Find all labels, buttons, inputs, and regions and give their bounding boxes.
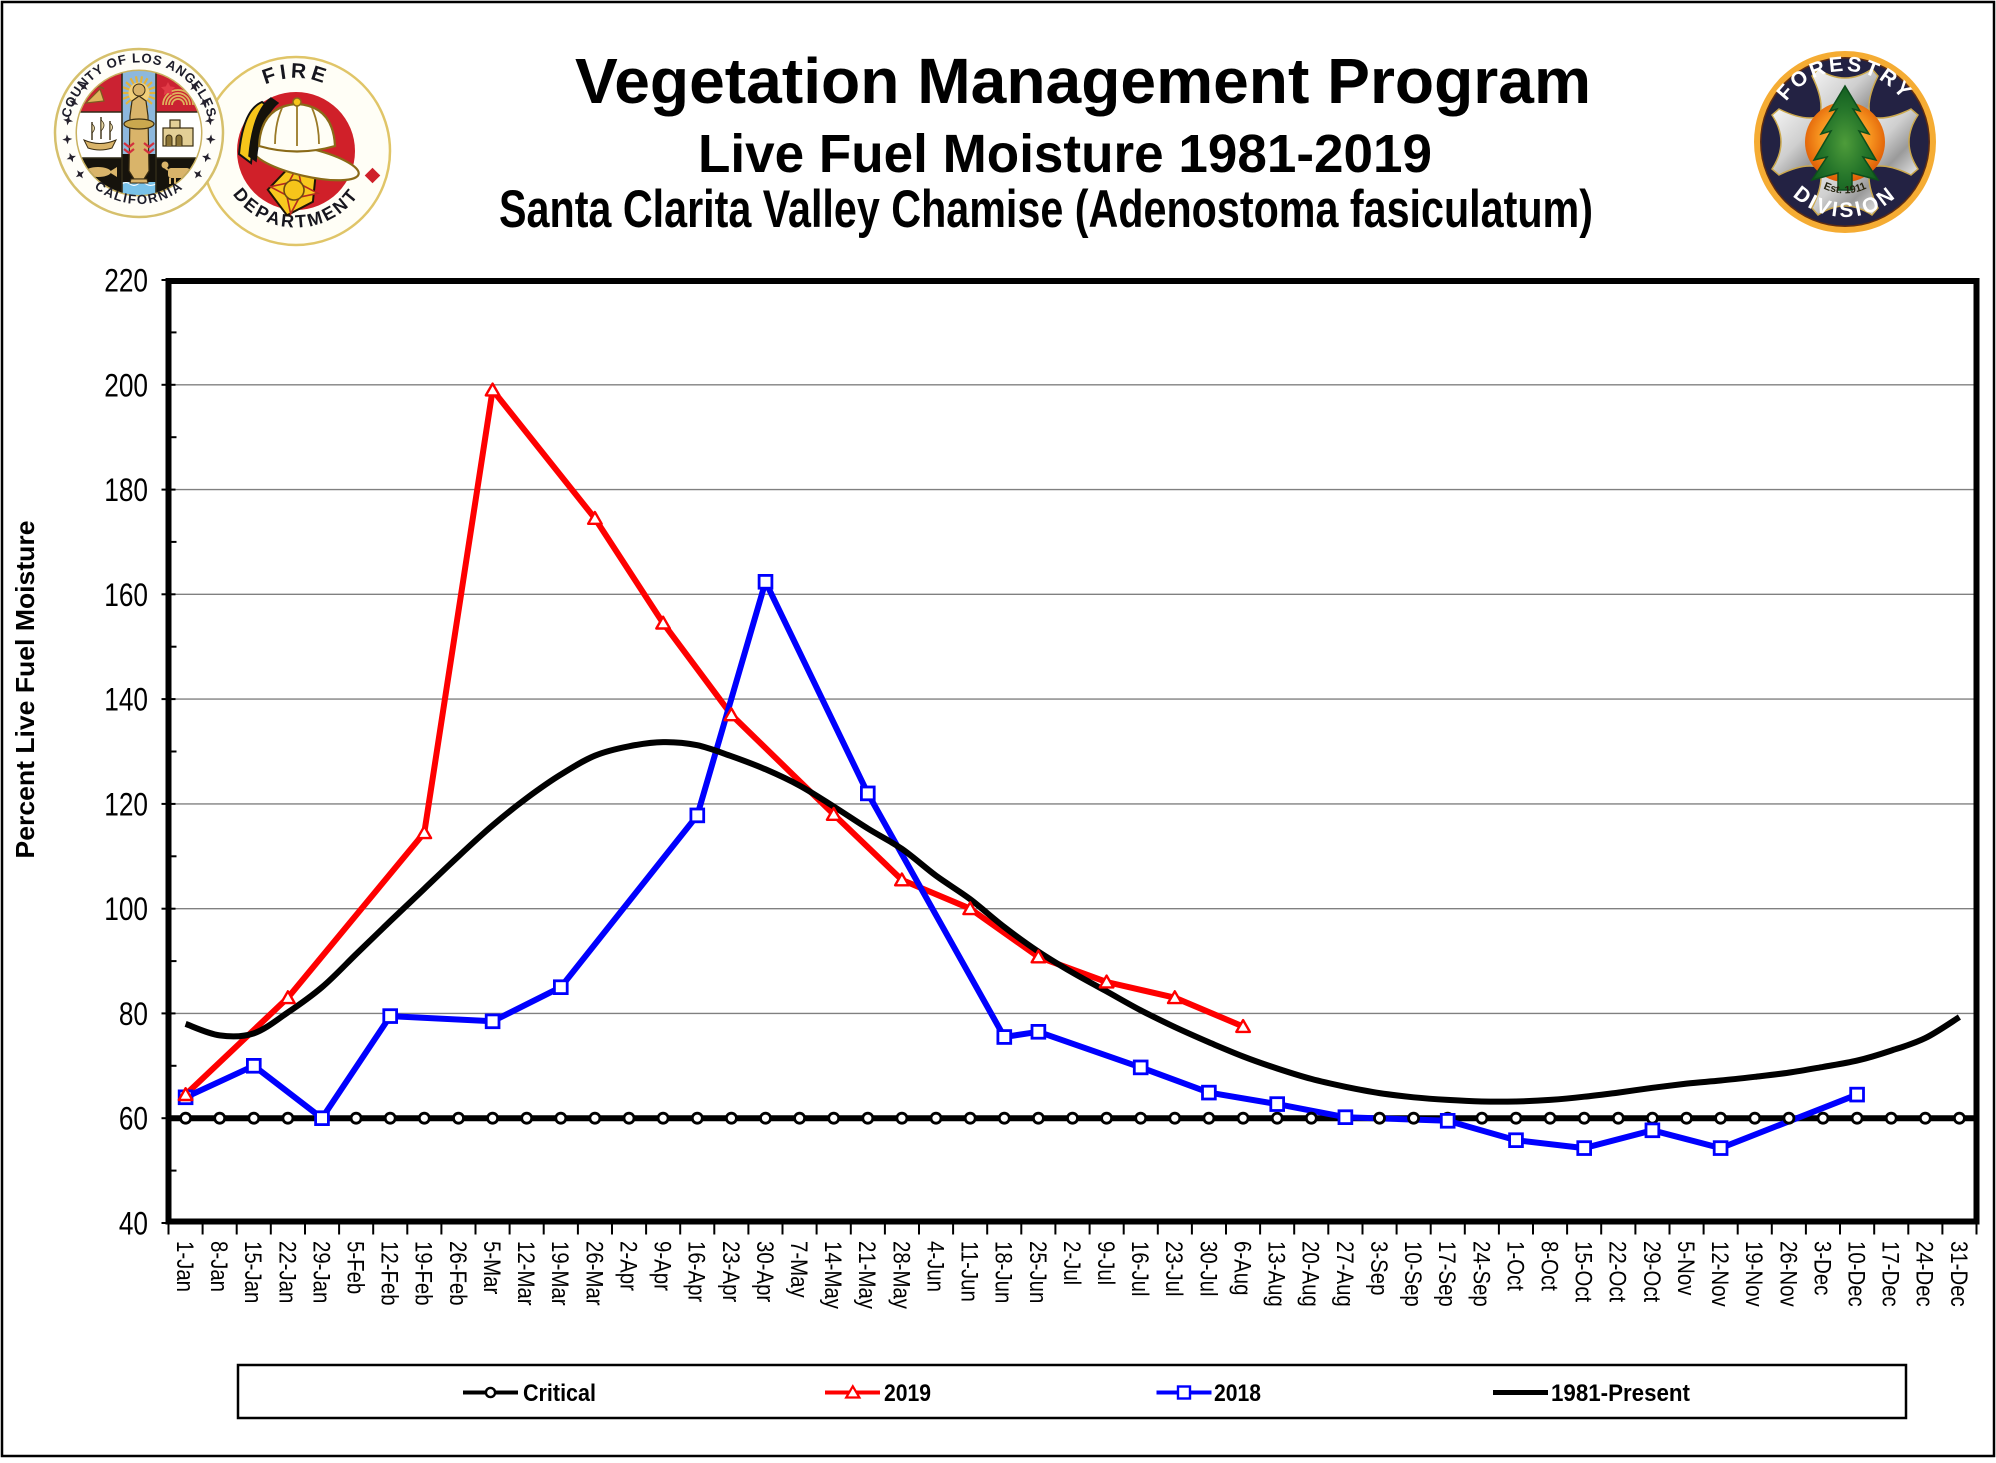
svg-text:5-Nov: 5-Nov xyxy=(1673,1241,1700,1296)
svg-text:2019: 2019 xyxy=(884,1380,931,1407)
svg-text:20-Aug: 20-Aug xyxy=(1297,1241,1324,1307)
svg-text:8-Oct: 8-Oct xyxy=(1536,1241,1563,1292)
svg-text:21-May: 21-May xyxy=(854,1241,881,1310)
svg-text:18-Jun: 18-Jun xyxy=(990,1241,1017,1303)
svg-text:80: 80 xyxy=(119,998,148,1033)
svg-text:30-Apr: 30-Apr xyxy=(752,1241,779,1303)
svg-text:12-Feb: 12-Feb xyxy=(376,1241,403,1306)
svg-text:27-Aug: 27-Aug xyxy=(1331,1241,1358,1307)
svg-text:24-Sep: 24-Sep xyxy=(1468,1241,1495,1307)
svg-text:29-Jan: 29-Jan xyxy=(308,1241,335,1303)
svg-text:16-Apr: 16-Apr xyxy=(683,1241,710,1303)
svg-text:17-Sep: 17-Sep xyxy=(1434,1241,1461,1307)
svg-text:100: 100 xyxy=(104,893,148,928)
svg-text:17-Dec: 17-Dec xyxy=(1877,1241,1904,1307)
svg-text:26-Feb: 26-Feb xyxy=(445,1241,472,1306)
svg-text:40: 40 xyxy=(119,1207,148,1242)
svg-text:15-Oct: 15-Oct xyxy=(1570,1241,1597,1303)
svg-text:3-Sep: 3-Sep xyxy=(1366,1241,1393,1295)
svg-text:Est. 1911: Est. 1911 xyxy=(1822,180,1868,196)
svg-text:12-Mar: 12-Mar xyxy=(513,1241,540,1306)
svg-text:Critical: Critical xyxy=(523,1380,596,1407)
svg-text:31-Dec: 31-Dec xyxy=(1945,1241,1972,1307)
svg-text:5-Mar: 5-Mar xyxy=(479,1241,506,1295)
svg-text:14-May: 14-May xyxy=(820,1241,847,1310)
svg-text:22-Jan: 22-Jan xyxy=(274,1241,301,1303)
svg-text:23-Apr: 23-Apr xyxy=(717,1241,744,1303)
svg-text:19-Mar: 19-Mar xyxy=(547,1241,574,1306)
svg-text:3-Dec: 3-Dec xyxy=(1809,1241,1836,1295)
svg-text:10-Sep: 10-Sep xyxy=(1400,1241,1427,1307)
svg-text:15-Jan: 15-Jan xyxy=(240,1241,267,1303)
svg-text:7-May: 7-May xyxy=(786,1241,813,1298)
svg-text:1-Jan: 1-Jan xyxy=(172,1241,199,1292)
svg-text:220: 220 xyxy=(104,264,148,299)
svg-text:120: 120 xyxy=(104,788,148,823)
svg-text:9-Apr: 9-Apr xyxy=(649,1241,676,1291)
svg-text:26-Nov: 26-Nov xyxy=(1775,1241,1802,1308)
svg-text:Percent Live Fuel Moisture: Percent Live Fuel Moisture xyxy=(10,521,40,859)
svg-text:10-Dec: 10-Dec xyxy=(1843,1241,1870,1307)
svg-text:11-Jun: 11-Jun xyxy=(956,1241,983,1302)
svg-text:12-Nov: 12-Nov xyxy=(1707,1241,1734,1308)
svg-text:60: 60 xyxy=(119,1102,148,1137)
svg-text:4-Jun: 4-Jun xyxy=(922,1241,949,1292)
svg-text:26-Mar: 26-Mar xyxy=(581,1241,608,1306)
svg-text:22-Oct: 22-Oct xyxy=(1604,1241,1631,1303)
svg-text:23-Jul: 23-Jul xyxy=(1161,1241,1188,1297)
svg-text:19-Feb: 19-Feb xyxy=(410,1241,437,1306)
svg-text:19-Nov: 19-Nov xyxy=(1741,1241,1768,1308)
svg-text:Vegetation Management Program: Vegetation Management Program xyxy=(575,45,1591,117)
svg-text:5-Feb: 5-Feb xyxy=(342,1241,369,1294)
svg-text:Santa Clarita Valley Chamise (: Santa Clarita Valley Chamise (Adenostoma… xyxy=(499,180,1593,239)
svg-text:9-Jul: 9-Jul xyxy=(1093,1241,1120,1285)
svg-text:6-Aug: 6-Aug xyxy=(1229,1241,1256,1295)
svg-text:8-Jan: 8-Jan xyxy=(206,1241,233,1292)
svg-text:160: 160 xyxy=(104,578,148,613)
svg-text:30-Jul: 30-Jul xyxy=(1195,1241,1222,1297)
svg-text:1981-Present: 1981-Present xyxy=(1551,1380,1690,1407)
svg-text:200: 200 xyxy=(104,369,148,404)
svg-text:140: 140 xyxy=(104,683,148,718)
svg-text:180: 180 xyxy=(104,474,148,509)
svg-text:25-Jun: 25-Jun xyxy=(1024,1241,1051,1303)
svg-text:28-May: 28-May xyxy=(888,1241,915,1310)
svg-text:13-Aug: 13-Aug xyxy=(1263,1241,1290,1307)
svg-text:2-Jul: 2-Jul xyxy=(1059,1241,1086,1285)
svg-text:24-Dec: 24-Dec xyxy=(1911,1241,1938,1307)
svg-text:16-Jul: 16-Jul xyxy=(1127,1241,1154,1297)
svg-text:2-Apr: 2-Apr xyxy=(615,1241,642,1291)
svg-text:29-Oct: 29-Oct xyxy=(1638,1241,1665,1303)
svg-text:1-Oct: 1-Oct xyxy=(1502,1241,1529,1292)
svg-text:2018: 2018 xyxy=(1214,1380,1261,1407)
svg-text:Live Fuel Moisture 1981-2019: Live Fuel Moisture 1981-2019 xyxy=(698,124,1432,184)
